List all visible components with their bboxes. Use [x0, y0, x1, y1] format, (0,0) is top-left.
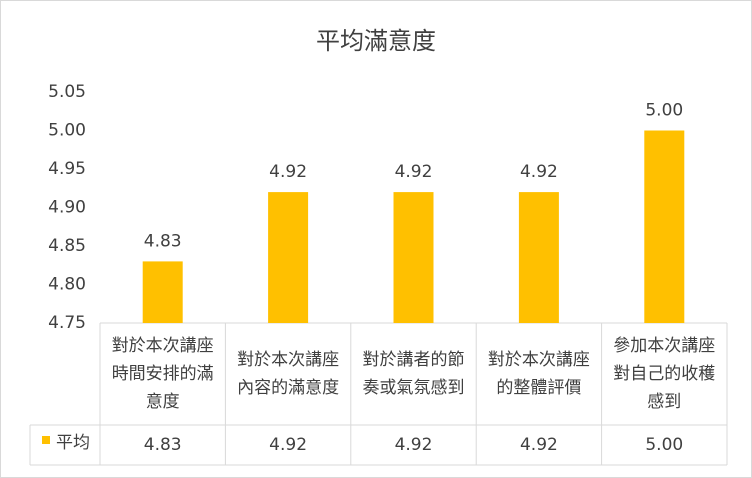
y-tick-label: 4.85: [48, 236, 86, 256]
bar: [644, 130, 685, 323]
x-tick-label: 參加本次講座對自己的收穫感到: [613, 336, 715, 412]
x-tick-label: 對於本次講座的整體評價: [488, 350, 590, 398]
table-value: 4.92: [395, 435, 433, 455]
x-tick-label: 對於講者的節奏或氣氛感到: [363, 350, 465, 398]
data-label: 5.00: [645, 101, 683, 121]
data-label: 4.92: [520, 162, 558, 182]
y-tick-label: 4.90: [48, 198, 86, 218]
x-tick-label: 對於本次講座時間安排的滿意度: [112, 336, 214, 412]
data-label: 4.92: [269, 162, 307, 182]
table-value: 4.92: [520, 435, 558, 455]
legend-swatch: [42, 436, 50, 444]
y-tick-label: 4.95: [48, 159, 86, 179]
bar: [142, 261, 183, 323]
bar: [518, 192, 559, 323]
y-tick-label: 5.00: [48, 121, 86, 141]
bar: [268, 192, 309, 323]
chart-title: 平均滿意度: [316, 27, 436, 55]
bar: [393, 192, 434, 323]
x-tick-label: 對於本次講座內容的滿意度: [237, 350, 339, 398]
y-tick-label: 4.75: [48, 313, 86, 333]
y-tick-label: 4.80: [48, 275, 86, 295]
data-label: 4.92: [395, 162, 433, 182]
legend-label: 平均: [56, 433, 90, 453]
table-value: 5.00: [645, 435, 683, 455]
table-value: 4.83: [144, 435, 182, 455]
y-tick-label: 5.05: [48, 82, 86, 102]
table-value: 4.92: [269, 435, 307, 455]
data-label: 4.83: [144, 231, 182, 251]
